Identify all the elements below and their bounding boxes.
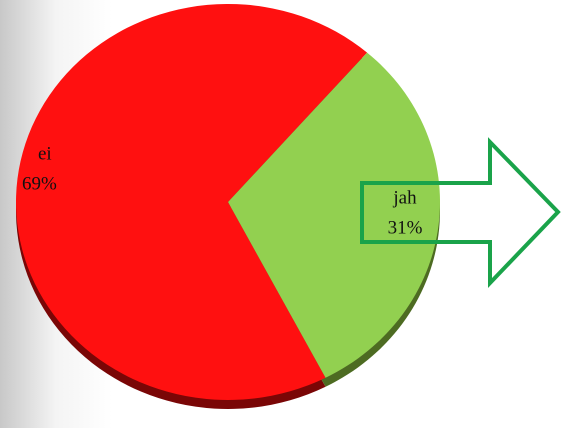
slice-value-label: 31% bbox=[388, 217, 423, 238]
slice-value-label: 69% bbox=[22, 173, 57, 194]
slice bbox=[228, 52, 440, 378]
slice-category: ei bbox=[38, 143, 52, 164]
arrow bbox=[360, 137, 561, 288]
slice-category: jah bbox=[392, 187, 417, 208]
pie bbox=[15, 3, 440, 400]
labels: ei 69% jah 31% bbox=[22, 143, 423, 238]
slice bbox=[15, 3, 368, 400]
